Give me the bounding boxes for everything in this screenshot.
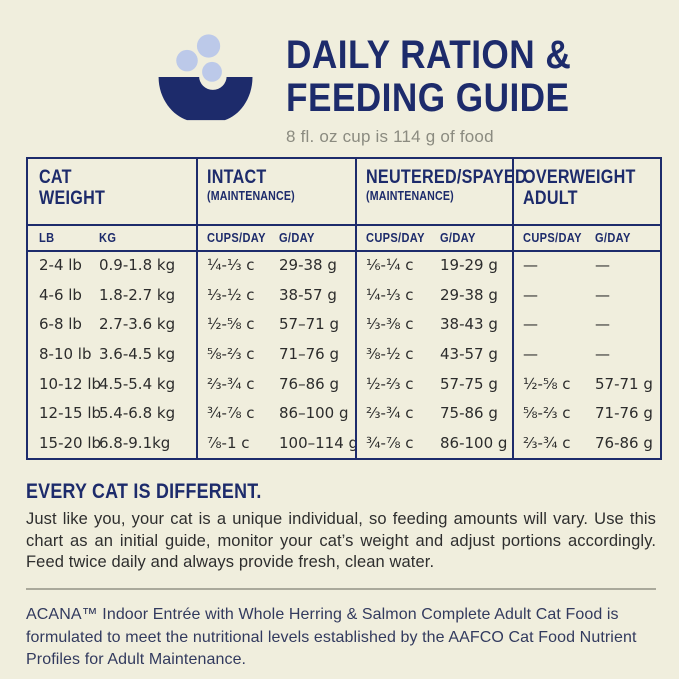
cell-lb: 2-4 lb [39,255,82,274]
cell-lb: 12-15 lb [39,404,102,423]
cell-intact-cups: ⅓-½ c [207,285,255,304]
cell-kg: 5.4-6.8 kg [99,404,176,423]
feeding-advice-text: Just like you, your cat is a unique indi… [26,510,656,571]
cell-lb: 15-20 lb [39,433,102,452]
cell-overweight-g: 57-71 g [595,374,653,393]
cell-overweight-cups: ½-⅝ c [523,374,571,393]
cell-intact-g: 76–86 g [279,374,339,393]
cell-intact-g: 38-57 g [279,285,337,304]
cell-neutered-g: 38-43 g [440,315,498,334]
cell-neutered-g: 29-38 g [440,285,498,304]
cell-overweight-g: — [595,285,610,304]
bowl-with-kibble-icon [158,34,253,121]
cell-intact-cups: ½-⅝ c [207,315,255,334]
cell-overweight-cups: — [523,344,538,363]
cell-neutered-cups: ½-⅔ c [366,374,414,393]
subheader-neutered-g: G/DAY [440,229,476,245]
cell-neutered-cups: ⅓-⅜ c [366,315,414,334]
cell-neutered-cups: ⅙-¼ c [366,255,414,274]
cell-lb: 8-10 lb [39,344,92,363]
cell-intact-cups: ¼-⅓ c [207,255,255,274]
cell-overweight-g: 71-76 g [595,404,653,423]
cell-overweight-g: — [595,315,610,334]
cell-lb: 6-8 lb [39,315,82,334]
cell-overweight-cups: — [523,285,538,304]
subheader-kg: KG [99,229,117,245]
cell-intact-g: 29-38 g [279,255,337,274]
subheader-lb: LB [39,229,55,245]
horizontal-divider [26,588,656,590]
cell-intact-g: 71–76 g [279,344,339,363]
column-divider [196,159,198,458]
cell-neutered-g: 86-100 g [440,433,508,452]
cell-kg: 1.8-2.7 kg [99,285,176,304]
cell-kg: 0.9-1.8 kg [99,255,176,274]
subheader-intact-g: G/DAY [279,229,315,245]
cell-kg: 6.8-9.1kg [99,433,171,452]
cell-kg: 2.7-3.6 kg [99,315,176,334]
cup-conversion-note: 8 fl. oz cup is 114 g of food [286,127,494,146]
subheader-intact-cups: CUPS/DAY [207,229,266,245]
feeding-table: CAT WEIGHT INTACT (MAINTENANCE) NEUTERED… [26,157,662,460]
column-divider [355,159,357,458]
cell-neutered-cups: ¼-⅓ c [366,285,414,304]
page-title-line1: DAILY RATION & [286,33,572,77]
cell-intact-cups: ¾-⅞ c [207,404,255,423]
column-divider [512,159,514,458]
cell-intact-cups: ⅝-⅔ c [207,344,255,363]
subheader-overweight-g: G/DAY [595,229,631,245]
page-title-line2: FEEDING GUIDE [286,76,570,120]
col-header-intact: INTACT (MAINTENANCE) [207,167,295,203]
section-heading: EVERY CAT IS DIFFERENT. [26,480,262,503]
aafco-statement: ACANA™ Indoor Entrée with Whole Herring … [26,606,637,668]
col-header-cat-weight: CAT WEIGHT [39,167,106,209]
cell-intact-cups: ⅞-1 c [207,433,250,452]
cell-intact-g: 100–114 g [279,433,359,452]
col-header-overweight-adult: OVERWEIGHT ADULT [523,167,636,209]
cell-kg: 3.6-4.5 kg [99,344,176,363]
cell-lb: 10-12 lb [39,374,102,393]
cell-overweight-cups: ⅔-¾ c [523,433,571,452]
cell-lb: 4-6 lb [39,285,82,304]
header-divider [28,224,660,226]
col-header-neutered-spayed: NEUTERED/SPAYED (MAINTENANCE) [366,167,527,203]
cell-overweight-g: — [595,255,610,274]
cell-neutered-cups: ⅜-½ c [366,344,414,363]
cell-neutered-g: 19-29 g [440,255,498,274]
cell-neutered-g: 43-57 g [440,344,498,363]
cell-neutered-g: 75-86 g [440,404,498,423]
cell-overweight-cups: — [523,255,538,274]
cell-intact-g: 86–100 g [279,404,349,423]
cell-intact-cups: ⅔-¾ c [207,374,255,393]
cell-neutered-g: 57-75 g [440,374,498,393]
subheader-neutered-cups: CUPS/DAY [366,229,425,245]
cell-neutered-cups: ¾-⅞ c [366,433,414,452]
header: DAILY RATION & FEEDING GUIDE 8 fl. oz cu… [286,34,610,147]
cell-overweight-cups: ⅝-⅔ c [523,404,571,423]
cell-overweight-cups: — [523,315,538,334]
cell-neutered-cups: ⅔-¾ c [366,404,414,423]
cell-intact-g: 57–71 g [279,315,339,334]
cell-kg: 4.5-5.4 kg [99,374,176,393]
cell-overweight-g: — [595,344,610,363]
cell-overweight-g: 76-86 g [595,433,653,452]
subheader-divider [28,250,660,252]
subheader-overweight-cups: CUPS/DAY [523,229,582,245]
